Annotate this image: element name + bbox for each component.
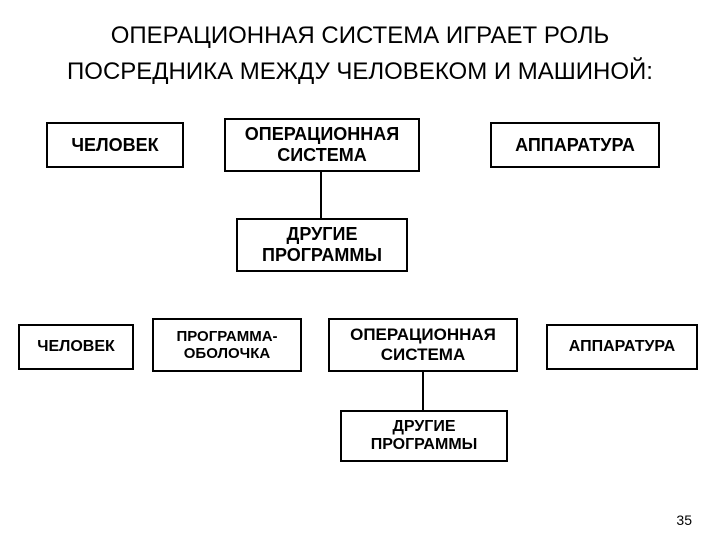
node-r2_shell: ПРОГРАММА-ОБОЛОЧКА — [152, 318, 302, 372]
title-line-1: ОПЕРАЦИОННАЯ СИСТЕМА ИГРАЕТ РОЛЬ — [0, 18, 720, 54]
node-r1_os: ОПЕРАЦИОННАЯСИСТЕМА — [224, 118, 420, 172]
node-r2_human: ЧЕЛОВЕК — [18, 324, 134, 370]
node-r1_hw: АППАРАТУРА — [490, 122, 660, 168]
node-r2_os: ОПЕРАЦИОННАЯСИСТЕМА — [328, 318, 518, 372]
page-title: ОПЕРАЦИОННАЯ СИСТЕМА ИГРАЕТ РОЛЬ ПОСРЕДН… — [0, 0, 720, 90]
node-r1_human: ЧЕЛОВЕК — [46, 122, 184, 168]
node-r1_prog: ДРУГИЕПРОГРАММЫ — [236, 218, 408, 272]
page-number: 35 — [676, 512, 692, 528]
node-r2_prog: ДРУГИЕПРОГРАММЫ — [340, 410, 508, 462]
edge-r1_os-r1_prog — [320, 172, 322, 218]
diagram-area: ЧЕЛОВЕК ОПЕРАЦИОННАЯСИСТЕМА АППАРАТУРА ДРУГ… — [0, 90, 720, 510]
title-line-2: ПОСРЕДНИКА МЕЖДУ ЧЕЛОВЕКОМ И МАШИНОЙ: — [0, 54, 720, 90]
edge-r2_os-r2_prog — [422, 372, 424, 410]
node-r2_hw: АППАРАТУРА — [546, 324, 698, 370]
